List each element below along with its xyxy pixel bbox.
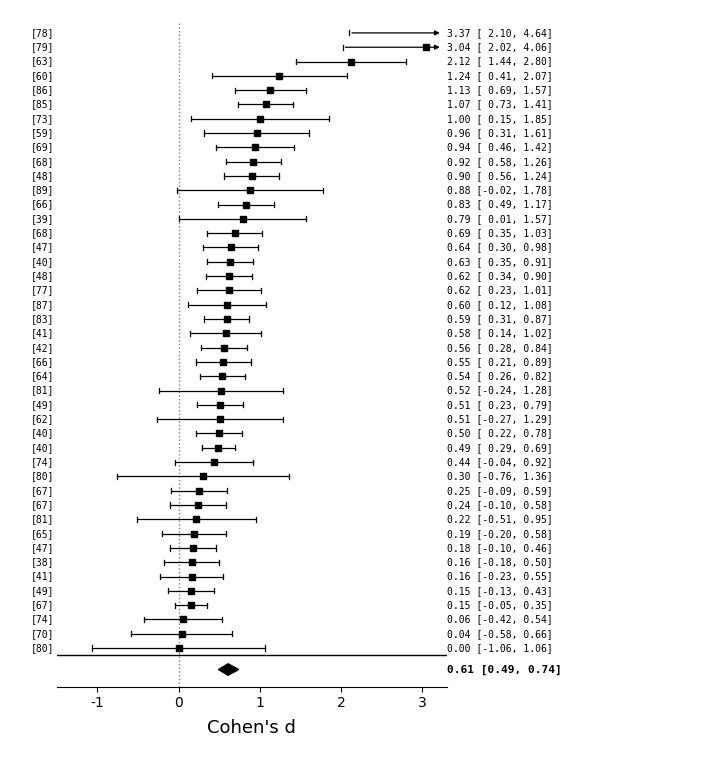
Text: 3.37 [ 2.10, 4.64]: 3.37 [ 2.10, 4.64] bbox=[447, 28, 552, 38]
Text: 0.62 [ 0.34, 0.90]: 0.62 [ 0.34, 0.90] bbox=[447, 271, 552, 281]
Text: [83]: [83] bbox=[30, 314, 55, 324]
Text: [77]: [77] bbox=[30, 285, 55, 295]
Text: [74]: [74] bbox=[30, 614, 55, 624]
Text: 0.55 [ 0.21, 0.89]: 0.55 [ 0.21, 0.89] bbox=[447, 357, 552, 367]
Text: 0.54 [ 0.26, 0.82]: 0.54 [ 0.26, 0.82] bbox=[447, 372, 552, 382]
Text: [65]: [65] bbox=[30, 529, 55, 539]
Text: 0.51 [ 0.23, 0.79]: 0.51 [ 0.23, 0.79] bbox=[447, 400, 552, 410]
Text: 0.51 [-0.27, 1.29]: 0.51 [-0.27, 1.29] bbox=[447, 414, 552, 424]
X-axis label: Cohen's d: Cohen's d bbox=[207, 719, 296, 737]
Text: 3.04 [ 2.02, 4.06]: 3.04 [ 2.02, 4.06] bbox=[447, 42, 552, 52]
Text: 0.92 [ 0.58, 1.26]: 0.92 [ 0.58, 1.26] bbox=[447, 156, 552, 166]
Text: [70]: [70] bbox=[30, 629, 55, 639]
Text: 0.52 [-0.24, 1.28]: 0.52 [-0.24, 1.28] bbox=[447, 385, 552, 395]
Text: [38]: [38] bbox=[30, 557, 55, 567]
Text: 0.60 [ 0.12, 1.08]: 0.60 [ 0.12, 1.08] bbox=[447, 300, 552, 310]
Text: [41]: [41] bbox=[30, 571, 55, 581]
Text: 1.07 [ 0.73, 1.41]: 1.07 [ 0.73, 1.41] bbox=[447, 99, 552, 109]
Text: 0.69 [ 0.35, 1.03]: 0.69 [ 0.35, 1.03] bbox=[447, 228, 552, 238]
Text: [67]: [67] bbox=[30, 500, 55, 510]
Text: [81]: [81] bbox=[30, 385, 55, 395]
Text: 2.12 [ 1.44, 2.80]: 2.12 [ 1.44, 2.80] bbox=[447, 56, 552, 66]
Text: 0.30 [-0.76, 1.36]: 0.30 [-0.76, 1.36] bbox=[447, 472, 552, 481]
Text: 0.50 [ 0.22, 0.78]: 0.50 [ 0.22, 0.78] bbox=[447, 429, 552, 439]
Text: 0.16 [-0.18, 0.50]: 0.16 [-0.18, 0.50] bbox=[447, 557, 552, 567]
Text: [86]: [86] bbox=[30, 85, 55, 95]
Text: [89]: [89] bbox=[30, 185, 55, 195]
Text: 0.64 [ 0.30, 0.98]: 0.64 [ 0.30, 0.98] bbox=[447, 243, 552, 253]
Text: [48]: [48] bbox=[30, 171, 55, 181]
Text: [49]: [49] bbox=[30, 400, 55, 410]
Text: 0.04 [-0.58, 0.66]: 0.04 [-0.58, 0.66] bbox=[447, 629, 552, 639]
Text: 0.90 [ 0.56, 1.24]: 0.90 [ 0.56, 1.24] bbox=[447, 171, 552, 181]
Text: [73]: [73] bbox=[30, 114, 55, 124]
Text: 0.49 [ 0.29, 0.69]: 0.49 [ 0.29, 0.69] bbox=[447, 443, 552, 452]
Text: 0.94 [ 0.46, 1.42]: 0.94 [ 0.46, 1.42] bbox=[447, 143, 552, 153]
Text: [64]: [64] bbox=[30, 372, 55, 382]
Text: [40]: [40] bbox=[30, 443, 55, 452]
Text: [40]: [40] bbox=[30, 429, 55, 439]
Text: 0.59 [ 0.31, 0.87]: 0.59 [ 0.31, 0.87] bbox=[447, 314, 552, 324]
Text: [79]: [79] bbox=[30, 42, 55, 52]
Text: [66]: [66] bbox=[30, 357, 55, 367]
Text: 0.15 [-0.13, 0.43]: 0.15 [-0.13, 0.43] bbox=[447, 586, 552, 596]
Text: [74]: [74] bbox=[30, 457, 55, 467]
Text: [62]: [62] bbox=[30, 414, 55, 424]
Text: [85]: [85] bbox=[30, 99, 55, 109]
Text: 0.22 [-0.51, 0.95]: 0.22 [-0.51, 0.95] bbox=[447, 514, 552, 524]
Text: 1.24 [ 0.41, 2.07]: 1.24 [ 0.41, 2.07] bbox=[447, 71, 552, 81]
Text: [42]: [42] bbox=[30, 343, 55, 353]
Text: [41]: [41] bbox=[30, 328, 55, 338]
Polygon shape bbox=[218, 664, 239, 675]
Text: [63]: [63] bbox=[30, 56, 55, 66]
Text: [67]: [67] bbox=[30, 600, 55, 610]
Text: 0.15 [-0.05, 0.35]: 0.15 [-0.05, 0.35] bbox=[447, 600, 552, 610]
Text: 0.63 [ 0.35, 0.91]: 0.63 [ 0.35, 0.91] bbox=[447, 257, 552, 267]
Text: 0.83 [ 0.49, 1.17]: 0.83 [ 0.49, 1.17] bbox=[447, 200, 552, 210]
Text: 0.58 [ 0.14, 1.02]: 0.58 [ 0.14, 1.02] bbox=[447, 328, 552, 338]
Text: [47]: [47] bbox=[30, 243, 55, 253]
Text: 0.18 [-0.10, 0.46]: 0.18 [-0.10, 0.46] bbox=[447, 543, 552, 553]
Text: [48]: [48] bbox=[30, 271, 55, 281]
Text: [78]: [78] bbox=[30, 28, 55, 38]
Text: [80]: [80] bbox=[30, 643, 55, 653]
Text: [66]: [66] bbox=[30, 200, 55, 210]
Text: 0.16 [-0.23, 0.55]: 0.16 [-0.23, 0.55] bbox=[447, 571, 552, 581]
Text: [81]: [81] bbox=[30, 514, 55, 524]
Text: [49]: [49] bbox=[30, 586, 55, 596]
Text: 0.56 [ 0.28, 0.84]: 0.56 [ 0.28, 0.84] bbox=[447, 343, 552, 353]
Text: [59]: [59] bbox=[30, 128, 55, 138]
Text: 0.19 [-0.20, 0.58]: 0.19 [-0.20, 0.58] bbox=[447, 529, 552, 539]
Text: 0.62 [ 0.23, 1.01]: 0.62 [ 0.23, 1.01] bbox=[447, 285, 552, 295]
Text: 0.25 [-0.09, 0.59]: 0.25 [-0.09, 0.59] bbox=[447, 486, 552, 496]
Text: [87]: [87] bbox=[30, 300, 55, 310]
Text: [67]: [67] bbox=[30, 486, 55, 496]
Text: [80]: [80] bbox=[30, 472, 55, 481]
Text: [47]: [47] bbox=[30, 543, 55, 553]
Text: 1.13 [ 0.69, 1.57]: 1.13 [ 0.69, 1.57] bbox=[447, 85, 552, 95]
Text: [60]: [60] bbox=[30, 71, 55, 81]
Text: 0.61 [0.49, 0.74]: 0.61 [0.49, 0.74] bbox=[447, 665, 562, 674]
Text: 0.24 [-0.10, 0.58]: 0.24 [-0.10, 0.58] bbox=[447, 500, 552, 510]
Text: [39]: [39] bbox=[30, 214, 55, 224]
Text: 0.00 [-1.06, 1.06]: 0.00 [-1.06, 1.06] bbox=[447, 643, 552, 653]
Text: 0.06 [-0.42, 0.54]: 0.06 [-0.42, 0.54] bbox=[447, 614, 552, 624]
Text: 1.00 [ 0.15, 1.85]: 1.00 [ 0.15, 1.85] bbox=[447, 114, 552, 124]
Text: 0.44 [-0.04, 0.92]: 0.44 [-0.04, 0.92] bbox=[447, 457, 552, 467]
Text: [69]: [69] bbox=[30, 143, 55, 153]
Text: [68]: [68] bbox=[30, 228, 55, 238]
Text: 0.79 [ 0.01, 1.57]: 0.79 [ 0.01, 1.57] bbox=[447, 214, 552, 224]
Text: [68]: [68] bbox=[30, 156, 55, 166]
Text: [40]: [40] bbox=[30, 257, 55, 267]
Text: 0.96 [ 0.31, 1.61]: 0.96 [ 0.31, 1.61] bbox=[447, 128, 552, 138]
Text: 0.88 [-0.02, 1.78]: 0.88 [-0.02, 1.78] bbox=[447, 185, 552, 195]
